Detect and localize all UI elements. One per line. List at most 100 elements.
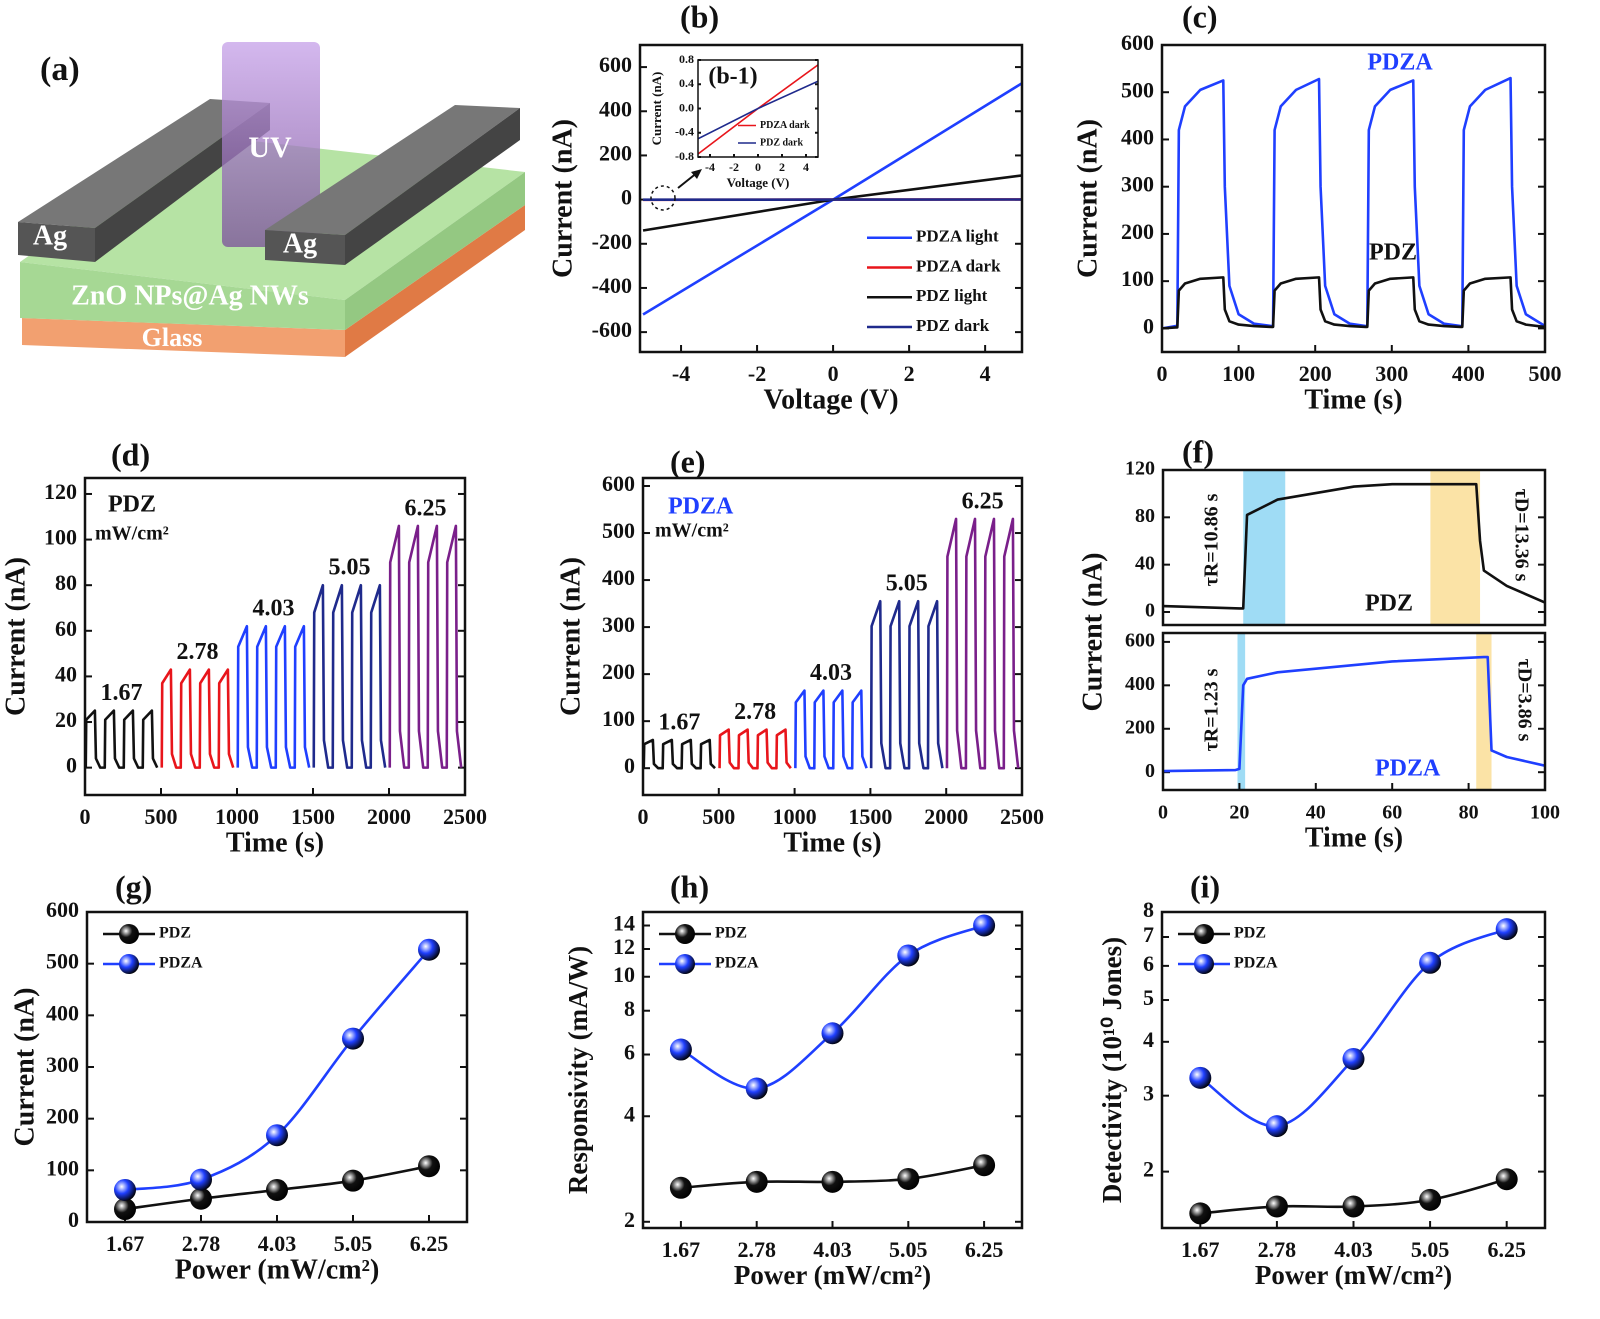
series-line [643,738,716,770]
x-axis-label: Power (mW/cm²) [175,1254,380,1285]
x-axis-label: Voltage (V) [727,175,790,190]
data-point [266,1178,288,1201]
y-tick-label: 0 [1145,600,1155,622]
x-tick-label: 1.67 [106,1231,145,1256]
y-tick-label: 12 [613,934,635,959]
y-tick-label: 120 [1125,458,1155,480]
axes-frame [1161,631,1547,792]
panel-label: (g) [115,868,152,904]
annotation: τD=13.36 s [1510,489,1532,582]
series-label: 5.05 [886,571,928,597]
annotation: τR=10.86 s [1201,493,1223,586]
annotation: PDZ [1365,591,1413,617]
x-tick-label: -2 [729,160,739,174]
series-label: PDZA [1367,50,1433,76]
data-point [821,1022,844,1045]
data-point [669,1038,692,1061]
x-tick-label: 5.05 [889,1237,928,1262]
y-axis-label: Responsivity (mA/W) [563,946,593,1194]
series-label: PDZ [1369,240,1417,266]
data-point [342,1169,364,1192]
data-point [418,938,440,961]
y-tick-label: 2 [1143,1157,1154,1182]
x-tick-label: 1500 [848,804,892,829]
uv-beam [222,42,320,247]
y-tick-label: 500 [1121,77,1154,102]
layer-label: ZnO NPs@Ag NWs [71,280,309,311]
data-point [821,1170,844,1193]
y-tick-label: 500 [602,518,635,543]
y-tick-label: 80 [55,570,77,595]
legend-label: PDZ [159,925,191,942]
panel-label: (b-1) [708,64,757,90]
y-tick-label: 300 [1121,172,1154,197]
data-point [114,1178,136,1201]
x-tick-label: 4.03 [813,1237,852,1262]
x-tick-label: 2000 [367,804,411,829]
axes-frame [1161,468,1547,627]
schematic: (a) UV Ag Ag ZnO NPs@Ag NWs Glass [18,42,525,357]
x-tick-label: 200 [1299,361,1332,386]
y-tick-label: 600 [46,897,79,922]
plot-area [124,948,430,1211]
y-tick-label: 0.0 [679,100,694,114]
legend-label: PDZA [1234,955,1278,972]
y-tick-label: 600 [1121,30,1154,55]
y-tick-label: 600 [599,52,632,77]
panel-label: (c) [1182,0,1218,34]
series-label: 6.25 [962,488,1004,514]
glass-front [22,318,345,357]
series-label: 2.78 [734,699,776,725]
plot-area [1163,482,1545,610]
x-axis-label: Voltage (V) [763,384,898,415]
x-tick-label: 1.67 [662,1237,701,1262]
y-axis-label: Current (nA) [9,988,40,1147]
y-tick-label: 300 [46,1052,79,1077]
film-side [345,172,525,330]
series-label: 4.03 [252,596,294,622]
x-tick-label: 6.25 [410,1231,449,1256]
series-line [869,599,944,770]
x-tick-label: 5.05 [1411,1237,1450,1262]
plot-area [698,64,818,155]
axes-frame [85,910,469,1224]
shaded-span [1243,470,1286,625]
legend-label: PDZA dark [916,256,1001,275]
y-tick-label: 0.8 [679,52,694,66]
plot-area [642,81,1022,316]
x-tick-label: 80 [1459,802,1479,824]
legend-label: PDZ light [916,286,988,305]
annotation: τD=3.86 s [1513,659,1535,742]
x-tick-label: -2 [748,361,766,386]
plot-area [85,524,463,769]
data-point [973,1154,996,1177]
legend-marker [119,954,139,974]
annotation: PDZA [668,494,734,520]
chart: -0.8 -0.4 0.0 0.4 0.8 -4 -2 0 2 4 PDZA dark PDZ dar… [649,52,819,190]
series-line [1163,655,1545,773]
x-axis-label: Time (s) [1305,822,1403,853]
series-line [794,689,868,770]
annotation: mW/cm² [95,523,169,545]
x-tick-label: -4 [705,160,715,174]
x-tick-label: 4.03 [258,1231,297,1256]
legend-label: PDZA [715,955,759,972]
x-tick-label: 4 [980,361,991,386]
legend-label: PDZA light [916,227,999,246]
series-curve [124,948,430,1192]
y-tick-label: 80 [1135,505,1155,527]
data-point [1342,1195,1365,1218]
y-tick-label: 200 [1121,219,1154,244]
series-label: 4.03 [810,660,852,686]
legend-label: PDZA [159,955,203,972]
y-tick-label: 100 [602,706,635,731]
x-tick-label: 500 [1529,361,1562,386]
legend-label: PDZ [715,925,747,942]
y-axis-label: Current (nA) [0,557,31,716]
y-tick-label: 0 [68,1207,79,1232]
axes-frame [641,910,1024,1230]
x-tick-label: 0 [828,361,839,386]
legend-marker [1194,924,1214,944]
